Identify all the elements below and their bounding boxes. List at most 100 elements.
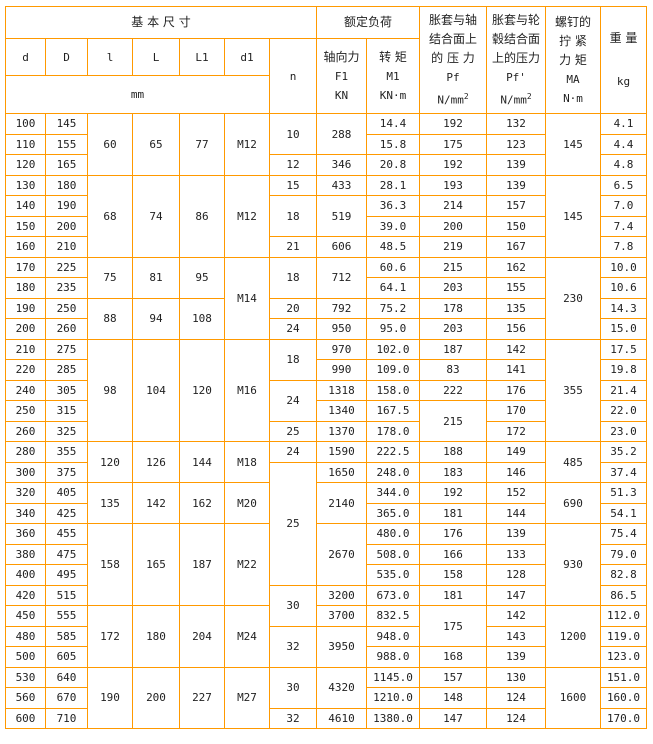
table-cell: 130 bbox=[486, 666, 546, 688]
table-cell: 275 bbox=[45, 338, 88, 360]
table-cell: 145 bbox=[545, 113, 601, 176]
coupling-spec-table: 基 本 尺 寸 额定负荷 胀套与轴 结合面上 的 压 力 Pf N/mm2 胀套… bbox=[5, 6, 647, 729]
table-cell: 135 bbox=[486, 297, 546, 319]
header-d: d bbox=[5, 38, 46, 76]
table-cell: 315 bbox=[45, 400, 88, 422]
table-cell: 24 bbox=[269, 318, 317, 340]
table-cell: 192 bbox=[419, 113, 487, 135]
table-cell: M12 bbox=[224, 174, 270, 258]
header-weight: 重 量 kg bbox=[600, 6, 647, 114]
table-row: 100 145 60 65 77 M12 10 288 14.4 192 132 145 4.1 bbox=[5, 113, 647, 176]
table-cell: 147 bbox=[419, 707, 487, 729]
table-cell: 530 bbox=[5, 666, 46, 688]
table-row: 190 250 88 94 108 20 792 75.2 178 135 14.3 bbox=[5, 297, 647, 340]
table-cell: M16 bbox=[224, 338, 270, 442]
table-cell: M12 bbox=[224, 113, 270, 176]
table-cell: 170 bbox=[5, 256, 46, 278]
table-cell: M20 bbox=[224, 482, 270, 524]
table-cell: 360 bbox=[5, 523, 46, 545]
table-cell: 455 bbox=[45, 523, 88, 545]
table-cell: 162 bbox=[486, 256, 546, 278]
table-cell: 560 bbox=[5, 687, 46, 709]
table-cell: 970 bbox=[316, 338, 367, 360]
table-cell: 180 bbox=[5, 277, 46, 299]
table-cell: 175 bbox=[419, 133, 487, 155]
header-symbol: F1 bbox=[334, 69, 349, 83]
table-cell: 151.0 bbox=[600, 666, 647, 688]
table-cell: 100 bbox=[5, 113, 46, 135]
header-line: 轴向力 bbox=[323, 49, 360, 64]
table-cell: 15 bbox=[269, 174, 317, 196]
table-row: 110 155 15.8 175 123 4.4 bbox=[5, 133, 647, 155]
table-row: 180 235 64.1 203 155 10.6 bbox=[5, 277, 647, 299]
table-cell: 1210.0 bbox=[366, 687, 420, 709]
table-cell: 83 bbox=[419, 359, 487, 381]
table-cell: 712 bbox=[316, 256, 367, 299]
table-row: 530 640 190 200 227 M27 30 4320 1145.0 157 130 1600… bbox=[5, 666, 647, 729]
table-cell: 30 bbox=[269, 584, 317, 627]
table-cell: 230 bbox=[545, 256, 601, 340]
table-cell: 170.0 bbox=[600, 707, 647, 729]
table-cell: 158 bbox=[87, 523, 133, 606]
table-cell: 200 bbox=[45, 215, 88, 237]
header-unit: KN bbox=[334, 88, 349, 102]
table-cell: 320 bbox=[5, 482, 46, 504]
table-cell: 515 bbox=[45, 584, 88, 606]
table-cell: 142 bbox=[486, 338, 546, 360]
table-cell: 1145.0 bbox=[366, 666, 420, 688]
table-cell: 144 bbox=[179, 441, 225, 483]
table-cell: 930 bbox=[545, 523, 601, 606]
table-cell: 200 bbox=[419, 215, 487, 237]
table-cell: 673.0 bbox=[366, 584, 420, 606]
table-cell: 519 bbox=[316, 195, 367, 237]
header-hub-pressure: 胀套与轮 毂结合面 上的压力 Pf' N/mm2 bbox=[486, 6, 546, 114]
table-cell: M14 bbox=[224, 256, 270, 340]
table-cell: 88 bbox=[87, 297, 133, 340]
table-cell: 158.0 bbox=[366, 379, 420, 401]
table-cell: 155 bbox=[486, 277, 546, 299]
table-cell: 535.0 bbox=[366, 564, 420, 586]
table-cell: 203 bbox=[419, 318, 487, 340]
table-cell: 167.5 bbox=[366, 400, 420, 422]
table-cell: 130 bbox=[5, 174, 46, 196]
table-cell: 948.0 bbox=[366, 625, 420, 647]
table-cell: 157 bbox=[486, 195, 546, 217]
table-cell: 355 bbox=[45, 441, 88, 463]
header-line: 胀套与轴 bbox=[428, 12, 477, 27]
header-unit: KN·m bbox=[379, 88, 407, 102]
table-cell: 222.5 bbox=[366, 441, 420, 463]
header-D: D bbox=[45, 38, 88, 76]
table-cell: 143 bbox=[486, 625, 546, 647]
table-cell: 188 bbox=[419, 441, 487, 463]
table-cell: 203 bbox=[419, 277, 487, 299]
table-cell: 94 bbox=[132, 297, 180, 340]
table-cell: 183 bbox=[419, 461, 487, 483]
table-cell: 168 bbox=[419, 646, 487, 668]
table-cell: 14.4 bbox=[366, 113, 420, 135]
table-cell: 1380.0 bbox=[366, 707, 420, 729]
table-cell: 1650 bbox=[316, 461, 367, 483]
table-cell: 585 bbox=[45, 625, 88, 647]
table-cell: 260 bbox=[5, 420, 46, 442]
header-shaft-pressure: 胀套与轴 结合面上 的 压 力 Pf N/mm2 bbox=[419, 6, 487, 114]
table-row: 500 605 988.0 168 139 123.0 bbox=[5, 646, 647, 668]
table-cell: 21 bbox=[269, 236, 317, 258]
table-cell: 190 bbox=[45, 195, 88, 217]
table-cell: 180 bbox=[132, 605, 180, 668]
table-cell: 21.4 bbox=[600, 379, 647, 401]
table-cell: 22.0 bbox=[600, 400, 647, 422]
table-cell: 1340 bbox=[316, 400, 367, 422]
table-cell: 555 bbox=[45, 605, 88, 627]
table-cell: 147 bbox=[486, 584, 546, 606]
table-cell: 4610 bbox=[316, 707, 367, 729]
table-cell: 792 bbox=[316, 297, 367, 319]
table-cell: 248.0 bbox=[366, 461, 420, 483]
table-cell: 710 bbox=[45, 707, 88, 729]
table-cell: 6.5 bbox=[600, 174, 647, 196]
table-cell: 280 bbox=[5, 441, 46, 463]
table-cell: 24 bbox=[269, 441, 317, 463]
table-cell: 152 bbox=[486, 482, 546, 504]
header-line: 胀套与轮 bbox=[491, 12, 540, 27]
table-row: 560 670 1210.0 148 124 160.0 bbox=[5, 687, 647, 709]
header-symbol: Pf' bbox=[506, 70, 526, 84]
